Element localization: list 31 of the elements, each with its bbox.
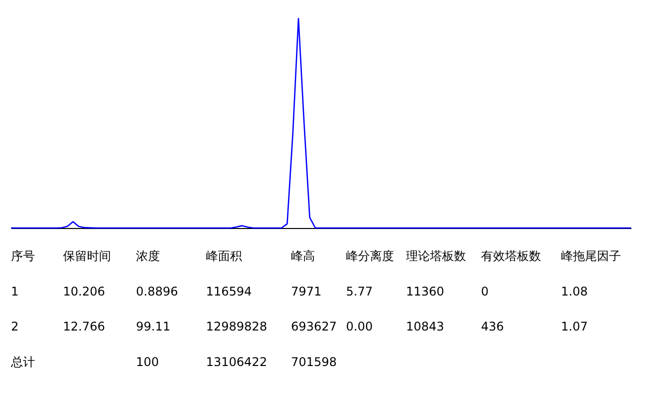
text: 2 [11, 320, 19, 334]
text: 1 [11, 284, 19, 298]
text: 10.206 [63, 284, 105, 298]
text: 12.766 [63, 320, 105, 334]
text: 436 [481, 320, 504, 334]
text: 11360 [406, 284, 444, 298]
text: 0 [481, 284, 489, 298]
text: 保留时间 [63, 248, 111, 263]
text: 峰拖尾因子 [561, 248, 621, 263]
text: 13106422 [206, 355, 268, 370]
text: 浓度 [136, 248, 160, 263]
text: 有效塔板数 [481, 248, 541, 263]
text: 10843 [406, 320, 444, 334]
text: 理论塔板数 [406, 248, 466, 263]
text: 1.08 [561, 284, 588, 298]
text: 5.77 [346, 284, 373, 298]
text: 0.00 [346, 320, 373, 334]
text: 峰分离度 [346, 248, 394, 263]
text: 100 [136, 355, 159, 370]
text: 0.8896 [136, 284, 178, 298]
text: 701598 [291, 355, 337, 370]
text: 12989828 [206, 320, 268, 334]
text: 1.07 [561, 320, 588, 334]
text: 693627 [291, 320, 337, 334]
text: 峰面积 [206, 248, 242, 263]
text: 总计 [10, 355, 35, 370]
text: 99.11 [136, 320, 170, 334]
text: 序号 [11, 248, 35, 263]
text: 116594 [206, 284, 252, 298]
text: 峰高 [291, 248, 315, 263]
text: 7971 [291, 284, 322, 298]
